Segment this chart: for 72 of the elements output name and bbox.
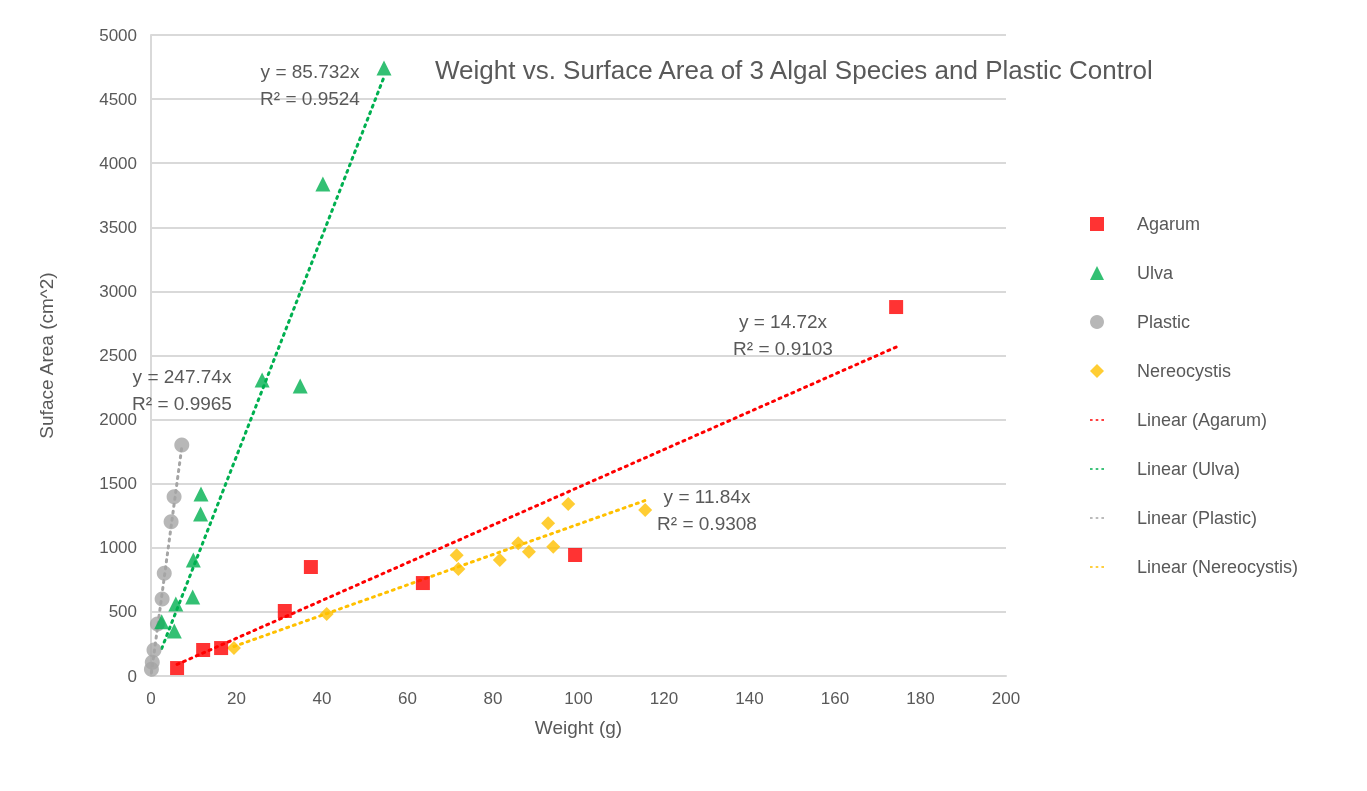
- point: [174, 437, 190, 453]
- point: [303, 560, 318, 575]
- point: [541, 516, 556, 531]
- point: [156, 565, 172, 581]
- x-tick-label: 160: [820, 689, 850, 708]
- point: [196, 642, 211, 657]
- legend-label: Ulva: [1137, 263, 1174, 283]
- y-tick-label: 1500: [99, 474, 137, 494]
- x-tick-label: 180: [906, 689, 935, 708]
- point: [376, 60, 392, 76]
- point: [451, 562, 466, 577]
- point: [449, 548, 464, 563]
- point: [226, 641, 241, 656]
- point: [292, 378, 308, 394]
- x-tick-label: 0: [146, 689, 156, 708]
- legend-label: Nereocystis: [1137, 361, 1232, 381]
- point: [168, 596, 184, 612]
- y-tick-label: 500: [108, 602, 137, 622]
- point: [163, 514, 179, 530]
- x-tick-label: 60: [398, 689, 417, 708]
- point: [144, 654, 160, 670]
- point: [166, 623, 182, 639]
- annotation: y = 14.72x R² = 0.9103: [733, 311, 833, 359]
- x-tick-label: 120: [649, 689, 679, 708]
- point: [170, 661, 185, 676]
- point: [492, 552, 507, 567]
- x-tick-label: 200: [991, 689, 1021, 708]
- point: [154, 591, 170, 607]
- point: [521, 544, 536, 559]
- point: [185, 589, 201, 605]
- x-tick-label: 100: [564, 689, 593, 708]
- annotation: y = 85.732x R² = 0.9524: [260, 61, 361, 109]
- point: [193, 506, 209, 522]
- point: [638, 502, 653, 517]
- y-tick-label: 4000: [99, 153, 137, 173]
- x-tick-label: 80: [483, 689, 503, 708]
- point: [146, 642, 162, 658]
- annotation: y = 11.84x R² = 0.9308: [657, 486, 757, 534]
- x-tick-label: 40: [312, 689, 332, 708]
- point: [568, 547, 583, 562]
- y-tick-label: 3000: [99, 281, 137, 301]
- legend-label: Linear (Agarum): [1137, 410, 1268, 430]
- legend-label: Agarum: [1137, 214, 1201, 234]
- point: [511, 536, 526, 551]
- point: [889, 300, 904, 315]
- point: [166, 489, 182, 505]
- point: [415, 576, 430, 591]
- point: [561, 496, 576, 511]
- point: [319, 606, 334, 621]
- y-tick-label: 3500: [99, 217, 137, 237]
- point: [254, 372, 270, 388]
- y-tick-label: 5000: [99, 25, 137, 45]
- x-axis-title: Weight (g): [534, 717, 623, 738]
- point: [214, 641, 229, 656]
- point: [154, 614, 170, 630]
- text: Weight vs. Surface Area of 3 Algal Species and Plastic Control: [435, 55, 1153, 85]
- point: [546, 539, 561, 554]
- point: [185, 552, 201, 568]
- legend-label: Linear (Plastic): [1137, 508, 1258, 528]
- x-tick-label: 140: [735, 689, 764, 708]
- x-tick-label: 20: [227, 689, 246, 708]
- point: [193, 486, 209, 502]
- legend-label: Plastic: [1137, 312, 1191, 332]
- point: [315, 176, 331, 192]
- y-tick-label: 0: [127, 666, 137, 686]
- y-axis-title: Suface Area (cm^2): [36, 272, 57, 439]
- y-tick-label: 2500: [99, 346, 137, 365]
- legend-label: Linear (Ulva): [1137, 459, 1241, 479]
- y-tick-label: 1000: [99, 538, 137, 558]
- y-tick-label: 4500: [99, 89, 137, 109]
- legend-label: Linear (Nereocystis): [1137, 557, 1299, 577]
- point: [277, 604, 292, 618]
